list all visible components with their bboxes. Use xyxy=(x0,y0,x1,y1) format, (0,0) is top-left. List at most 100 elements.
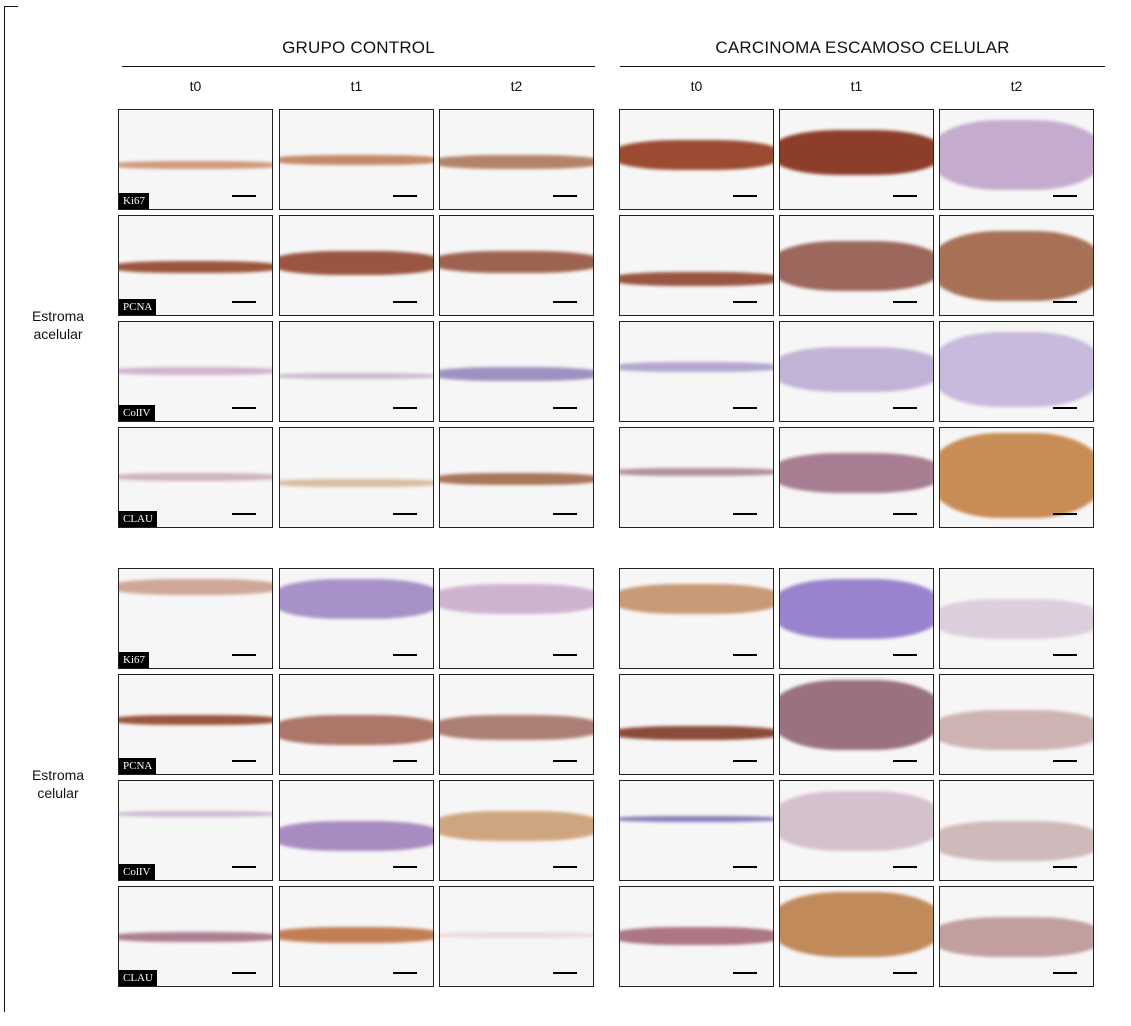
scale-bar xyxy=(733,654,757,656)
image-panel xyxy=(279,568,434,669)
image-panel xyxy=(439,674,594,775)
scale-bar xyxy=(393,301,417,303)
tissue xyxy=(118,261,273,273)
image-panel xyxy=(439,215,594,316)
image-panel xyxy=(779,427,934,528)
scale-bar xyxy=(1053,513,1077,515)
image-panel xyxy=(779,109,934,210)
image-panel xyxy=(279,886,434,987)
group-title: GRUPO CONTROL xyxy=(122,38,595,58)
scale-bar xyxy=(893,972,917,974)
scale-bar xyxy=(553,407,577,409)
image-panel xyxy=(619,427,774,528)
scale-bar xyxy=(393,654,417,656)
stain-label: CLAU xyxy=(119,511,157,527)
tissue xyxy=(439,715,594,740)
image-panel xyxy=(619,780,774,881)
scale-bar xyxy=(232,654,256,656)
scale-bar xyxy=(893,407,917,409)
image-panel xyxy=(939,568,1094,669)
tissue xyxy=(779,453,934,493)
stain-label: ColIV xyxy=(119,405,155,421)
scale-bar xyxy=(733,513,757,515)
tissue xyxy=(279,155,434,165)
image-panel xyxy=(619,886,774,987)
scale-bar xyxy=(393,972,417,974)
tissue xyxy=(118,579,273,595)
scale-bar xyxy=(733,195,757,197)
column-label: t1 xyxy=(837,78,877,94)
image-panel xyxy=(619,321,774,422)
stain-label: PCNA xyxy=(119,299,156,315)
image-panel xyxy=(279,674,434,775)
tissue xyxy=(619,816,774,822)
image-panel xyxy=(779,321,934,422)
scale-bar xyxy=(553,195,577,197)
row-label: Estroma celular xyxy=(18,766,98,802)
scale-bar xyxy=(1053,866,1077,868)
stain-label: CLAU xyxy=(119,970,157,986)
scale-bar xyxy=(232,972,256,974)
tissue xyxy=(779,579,934,639)
group-title: CARCINOMA ESCAMOSO CELULAR xyxy=(620,38,1105,58)
image-panel: ColIV xyxy=(118,321,273,422)
image-panel xyxy=(619,674,774,775)
image-panel xyxy=(939,674,1094,775)
scale-bar xyxy=(553,513,577,515)
tissue xyxy=(439,155,594,169)
scale-bar xyxy=(232,301,256,303)
tissue xyxy=(939,710,1094,750)
scale-bar xyxy=(1053,760,1077,762)
tissue xyxy=(279,373,434,379)
column-label: t2 xyxy=(997,78,1037,94)
image-panel xyxy=(439,427,594,528)
stain-label: Ki67 xyxy=(119,193,149,209)
column-label: t1 xyxy=(337,78,377,94)
image-panel xyxy=(439,780,594,881)
tissue xyxy=(279,479,434,487)
tissue xyxy=(118,932,273,942)
image-panel: ColIV xyxy=(118,780,273,881)
scale-bar xyxy=(1053,301,1077,303)
image-panel xyxy=(619,215,774,316)
image-panel xyxy=(439,568,594,669)
tissue xyxy=(779,680,934,750)
tissue xyxy=(939,120,1094,190)
scale-bar xyxy=(733,866,757,868)
scale-bar xyxy=(232,513,256,515)
scale-bar xyxy=(232,407,256,409)
column-label: t0 xyxy=(677,78,717,94)
scale-bar xyxy=(733,301,757,303)
scale-bar xyxy=(893,760,917,762)
group-rule xyxy=(122,66,595,67)
image-panel: Ki67 xyxy=(118,568,273,669)
image-panel xyxy=(939,886,1094,987)
tissue xyxy=(619,927,774,945)
tissue xyxy=(439,473,594,485)
tissue xyxy=(279,715,434,745)
tissue xyxy=(619,362,774,372)
stain-label: ColIV xyxy=(119,864,155,880)
scale-bar xyxy=(553,972,577,974)
tissue xyxy=(939,231,1094,301)
scale-bar xyxy=(893,513,917,515)
image-panel xyxy=(439,321,594,422)
scale-bar xyxy=(232,866,256,868)
frame-line xyxy=(4,6,18,7)
image-panel: PCNA xyxy=(118,674,273,775)
scale-bar xyxy=(893,195,917,197)
frame-line xyxy=(4,6,5,1012)
tissue xyxy=(118,811,273,817)
scale-bar xyxy=(1053,195,1077,197)
image-panel xyxy=(779,780,934,881)
tissue xyxy=(439,932,594,938)
tissue xyxy=(779,791,934,851)
tissue xyxy=(779,130,934,175)
scale-bar xyxy=(733,972,757,974)
scale-bar xyxy=(1053,972,1077,974)
tissue xyxy=(619,468,774,476)
scale-bar xyxy=(553,301,577,303)
image-panel xyxy=(779,215,934,316)
image-panel xyxy=(439,109,594,210)
image-panel: CLAU xyxy=(118,886,273,987)
